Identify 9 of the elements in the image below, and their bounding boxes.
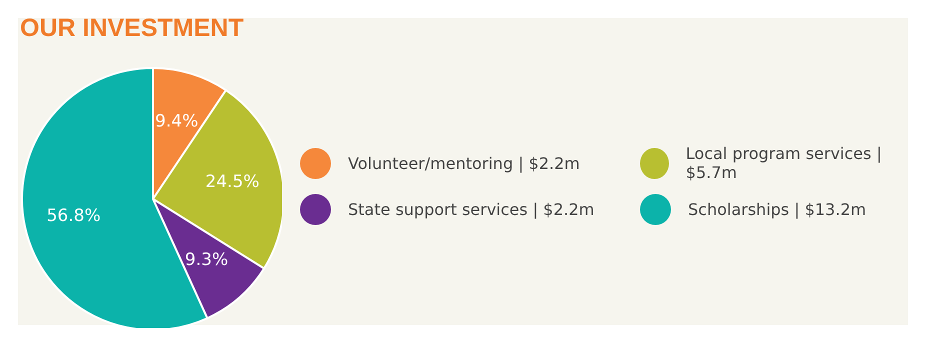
data-label: 56.8% [46,206,101,226]
legend-label: Scholarships | $13.2m [688,200,866,218]
legend-label: Volunteer/mentoring | $2.2m [348,154,580,172]
data-label: 9.3% [184,250,228,270]
data-label: 24.5% [205,172,260,192]
chart-title: OUR INVESTMENT [20,14,244,43]
legend-label: State support services | $2.2m [348,200,594,218]
data-label: 9.4% [155,111,198,132]
legend-label: Local program services | $5.7m [686,144,883,182]
